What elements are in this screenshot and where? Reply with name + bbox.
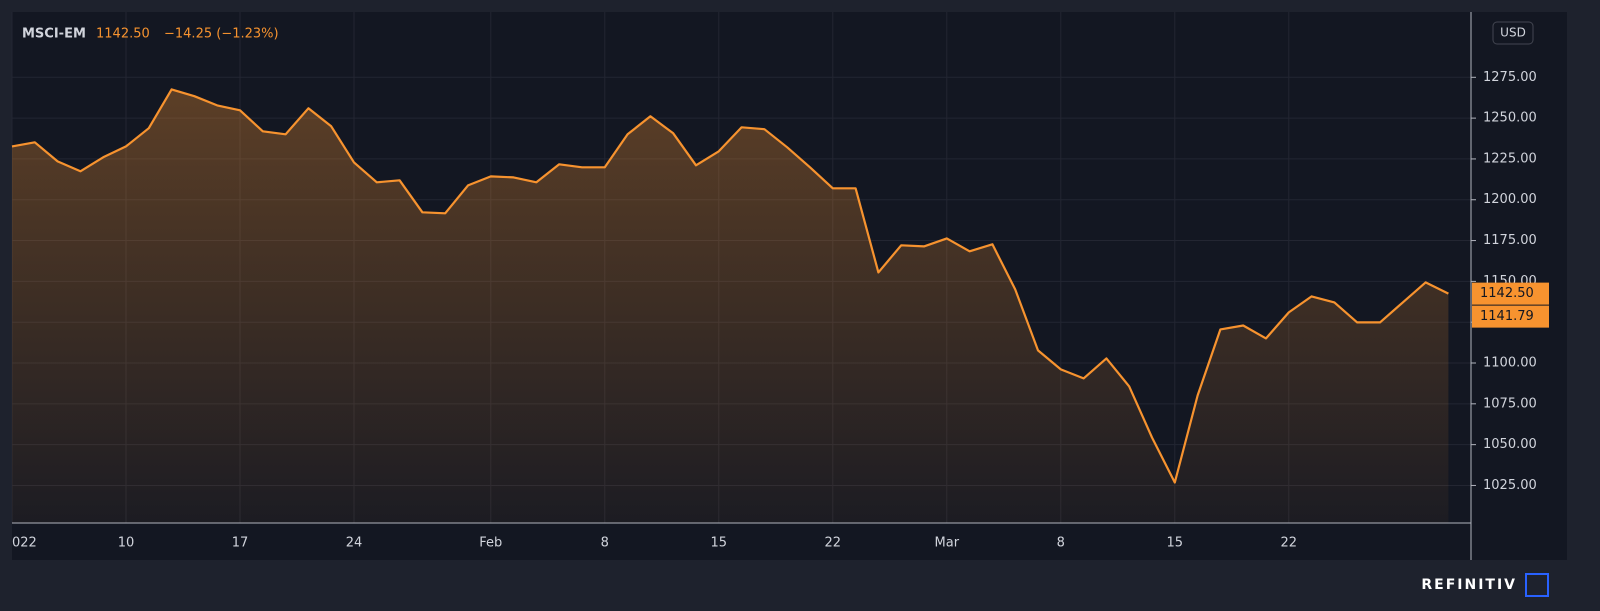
y-tick-label: 1200.00: [1483, 192, 1537, 207]
y-tick-label: 1025.00: [1483, 478, 1537, 493]
price-marker: [1472, 282, 1549, 305]
x-tick-label: Feb: [479, 536, 502, 551]
y-tick-label: 1275.00: [1483, 70, 1537, 85]
x-tick-label: 15: [1167, 536, 1184, 551]
axes: 1025.001050.001075.001100.001125.001150.…: [12, 70, 1549, 551]
line: [11, 88, 1449, 484]
x-tick-label: 8: [601, 536, 609, 551]
currency[interactable]: USD: [1500, 26, 1526, 40]
y-tick-label: 1050.00: [1483, 437, 1537, 452]
symbol: MSCI-EM: [22, 27, 86, 42]
x-tick-label: 15: [711, 536, 728, 551]
x-tick-label: 22: [1281, 536, 1298, 551]
y-tick-label: 1100.00: [1483, 356, 1537, 371]
area-fill: [12, 89, 1449, 524]
x-tick-label: 22: [825, 536, 842, 551]
x-tick-label: 022: [12, 536, 37, 551]
brand-logo: [1525, 573, 1549, 597]
currency-box[interactable]: [1492, 21, 1534, 45]
x-tick-label: 17: [232, 536, 249, 551]
change: −14.25 (−1.23%): [164, 27, 279, 42]
x-tick-label: Mar: [935, 536, 960, 551]
brand: REFINITIV: [1421, 577, 1517, 593]
last-price: 1142.50: [96, 27, 150, 42]
y-tick-label: 1225.00: [1483, 151, 1537, 166]
x-tick-label: 10: [118, 536, 135, 551]
price-marker-label: 1141.79: [1480, 309, 1534, 324]
y-tick-label: 1250.00: [1483, 111, 1537, 126]
y-tick-label: 1075.00: [1483, 396, 1537, 411]
price-marker: [1472, 305, 1549, 328]
plot: [11, 88, 1449, 524]
price-marker-label: 1142.50: [1480, 286, 1534, 301]
x-tick-label: 8: [1057, 536, 1065, 551]
y-tick-label: 1175.00: [1483, 233, 1537, 248]
x-tick-label: 24: [346, 536, 363, 551]
